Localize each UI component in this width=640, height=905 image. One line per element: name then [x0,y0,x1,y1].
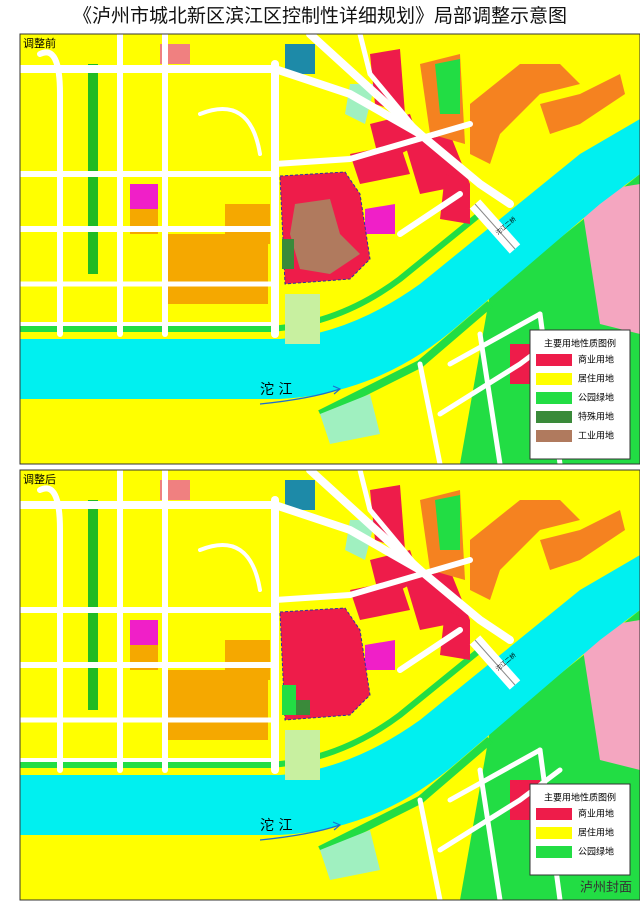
map-title: 《泸州市城北新区滨江区控制性详细规划》局部调整示意图 [73,5,567,27]
legend-label: 公园绿地 [578,846,614,858]
legend-label: 工业用地 [578,430,614,442]
legend-title: 主要用地性质图例 [544,338,616,350]
legend-title: 主要用地性质图例 [544,792,616,804]
legend-swatch [536,846,572,858]
legend-label: 居住用地 [578,373,614,385]
legend-label: 商业用地 [578,808,614,820]
legend-swatch [536,430,572,442]
legend-swatch [536,354,572,366]
panel-label: 调整前 [23,36,56,50]
legend-label: 居住用地 [578,827,614,839]
legend-swatch [536,411,572,423]
panel-label: 调整后 [23,472,56,486]
river-label: 沱 江 [260,817,292,834]
legend-swatch [536,392,572,404]
legend-swatch [536,808,572,820]
legend-label: 商业用地 [578,354,614,366]
legend-label: 特殊用地 [578,411,614,423]
legend-swatch [536,373,572,385]
legend-swatch [536,827,572,839]
map-panel-before: 调整前 沱 江 沱江二桥 主要用地性质图例商业用地居住用地公园绿地特殊用地工业用… [19,33,640,465]
legend-label: 公园绿地 [578,392,614,404]
watermark: 泸州封面 [580,881,632,896]
river-label: 沱 江 [260,381,292,398]
